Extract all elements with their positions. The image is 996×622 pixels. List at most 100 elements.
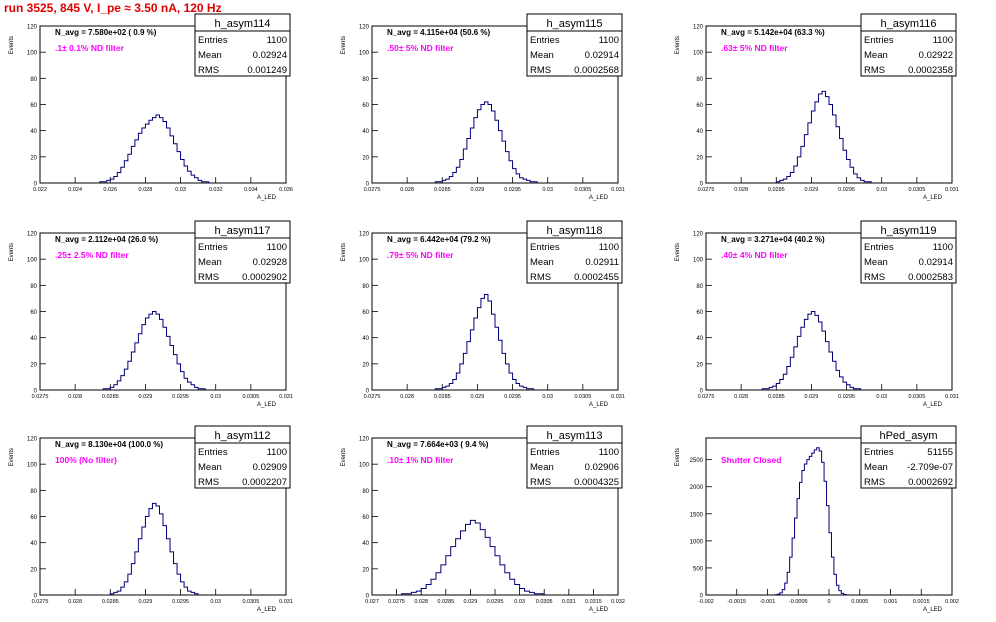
hist-7-stats-key: Entries [198, 447, 228, 458]
hist-3-x-tick-label: 0.031 [945, 187, 959, 193]
hist-6-y-tick-label: 120 [693, 232, 704, 238]
hist-2-y-tick-label: 120 [359, 25, 370, 31]
hist-7-y-tick-label: 40 [30, 541, 37, 547]
hist-3-filter-label: .63± 5% ND filter [721, 43, 788, 53]
hist-1-x-tick-label: 0.022 [33, 187, 47, 193]
hist-3-x-tick-label: 0.0295 [838, 187, 855, 193]
hist-9-x-tick-label: -0.002 [698, 599, 714, 605]
hist-1-navg-label: N_avg = 7.580e+02 ( 0.9 %) [55, 28, 157, 37]
hist-6-series-line [761, 311, 862, 390]
hist-9-y-axis-label: Events [675, 448, 681, 466]
hist-9-y-tick-label: 2000 [690, 485, 704, 491]
hist-4-y-tick-label: 120 [27, 232, 38, 238]
hist-6-x-tick-label: 0.0275 [698, 394, 715, 400]
hist-9-stats-key: Entries [864, 447, 894, 458]
hist-8-x-axis-label: A_LED [589, 607, 609, 613]
hist-1-y-tick-label: 120 [27, 25, 38, 31]
hist-5-stats-box [526, 220, 623, 284]
hist-4-stats-box [194, 220, 291, 284]
hist-8-stats-box [526, 425, 623, 489]
hist-2-x-tick-label: 0.0305 [574, 187, 591, 193]
hist-8-x-tick-label: 0.0305 [536, 599, 553, 605]
hist-2-filter-label: .50± 5% ND filter [387, 43, 454, 53]
hist-7-series-line [109, 502, 199, 595]
hist-9-x-tick-label: 0.0015 [913, 599, 930, 605]
hist-8-stats-value: 0.02906 [585, 462, 619, 473]
hist-7-y-axis-label: Events [9, 448, 15, 466]
hist-2-navg-label: N_avg = 4.115e+04 (50.6 %) [387, 28, 491, 37]
hist-5-stats-key: Entries [530, 242, 560, 253]
hist-8-stats-value: 1100 [599, 447, 619, 458]
hist-6-y-tick-label: 80 [696, 284, 703, 290]
hist-5-x-tick-label: 0.03 [542, 394, 553, 400]
hist-7-navg-label: N_avg = 8.130e+04 (100.0 %) [55, 440, 163, 449]
hist-3-stats-key: RMS [864, 65, 885, 76]
hist-3-stats-key: Entries [864, 35, 894, 46]
hist-7-x-tick-label: 0.0285 [102, 599, 119, 605]
hist-4-y-tick-label: 0 [34, 389, 38, 395]
hist-5-stats-key: Mean [530, 257, 554, 268]
hist-5-x-tick-label: 0.0275 [364, 394, 381, 400]
hist-6-y-tick-label: 20 [696, 362, 703, 368]
hist-4-stats-value: 1100 [267, 242, 287, 253]
hist-2-x-tick-label: 0.03 [542, 187, 553, 193]
hist-2-stats-value: 0.02914 [585, 50, 619, 61]
hist-2-y-tick-label: 60 [362, 103, 369, 109]
hist-4-x-tick-label: 0.0305 [242, 394, 259, 400]
hist-5-y-tick-label: 120 [359, 232, 370, 238]
hist-1-stats-key: Entries [198, 35, 228, 46]
hist-1-y-tick-label: 80 [30, 77, 37, 83]
hist-7-y-tick-label: 100 [27, 463, 38, 469]
hist-6-y-tick-label: 100 [693, 258, 704, 264]
hist-2-stats-key: Entries [530, 35, 560, 46]
hist-2-stats-box [526, 13, 623, 77]
hist-5-x-tick-label: 0.031 [611, 394, 625, 400]
hist-4-stats-key: RMS [198, 272, 219, 283]
hist-9-y-tick-label: 1500 [690, 512, 704, 518]
hist-8-x-tick-label: 0.03 [514, 599, 525, 605]
hist-2-stats-title: h_asym115 [546, 18, 602, 30]
hist-1-x-tick-label: 0.026 [103, 187, 117, 193]
hist-9-x-tick-label: 0.001 [884, 599, 898, 605]
hist-2-y-tick-label: 0 [366, 182, 370, 188]
hist-7-stats-value: 1100 [267, 447, 287, 458]
hist-1-x-tick-label: 0.036 [279, 187, 293, 193]
hist-2-x-tick-label: 0.031 [611, 187, 625, 193]
hist-1-x-tick-label: 0.028 [139, 187, 153, 193]
hist-4-x-tick-label: 0.0295 [172, 394, 189, 400]
hist-6-x-tick-label: 0.028 [734, 394, 748, 400]
hist-8-filter-label: .10± 1% ND filter [387, 455, 454, 465]
hist-9-stats-value: 51155 [927, 447, 953, 458]
hist-6-stats-key: Entries [864, 242, 894, 253]
hist-6-stats-title: h_asym119 [880, 225, 936, 237]
hist-9-x-axis-label: A_LED [923, 607, 943, 613]
hist-4-series-line [102, 311, 206, 390]
hist-1-x-tick-label: 0.03 [175, 187, 186, 193]
hist-3-navg-label: N_avg = 5.142e+04 (63.3 %) [721, 28, 825, 37]
hist-1-stats-value: 0.02924 [253, 50, 287, 61]
hist-3-y-tick-label: 60 [696, 103, 703, 109]
hist-7-x-tick-label: 0.031 [279, 599, 293, 605]
hist-8-stats-key: Entries [530, 447, 560, 458]
hist-1-x-axis-label: A_LED [257, 195, 277, 201]
hist-5-y-tick-label: 60 [362, 310, 369, 316]
hist-6-x-tick-label: 0.03 [876, 394, 887, 400]
hist-6-x-tick-label: 0.0305 [908, 394, 925, 400]
hist-1-stats-value: 0.001249 [247, 65, 287, 76]
hist-7-y-tick-label: 80 [30, 489, 37, 495]
hist-3-y-axis-label: Events [675, 36, 681, 54]
hist-1-series-line [99, 114, 210, 183]
hist-3-x-axis-label: A_LED [923, 195, 943, 201]
hist-3-y-tick-label: 40 [696, 129, 703, 135]
hist-5-x-tick-label: 0.0305 [574, 394, 591, 400]
hist-6-x-tick-label: 0.0295 [838, 394, 855, 400]
hist-4-stats-key: Mean [198, 257, 222, 268]
hist-3-x-tick-label: 0.029 [805, 187, 819, 193]
hist-1-y-tick-label: 20 [30, 155, 37, 161]
hist-3-x-tick-label: 0.0275 [698, 187, 715, 193]
hist-2-x-tick-label: 0.0275 [364, 187, 381, 193]
hist-6-x-tick-label: 0.031 [945, 394, 959, 400]
hist-1-stats-title: h_asym114 [214, 18, 270, 30]
hist-3-x-tick-label: 0.0285 [768, 187, 785, 193]
